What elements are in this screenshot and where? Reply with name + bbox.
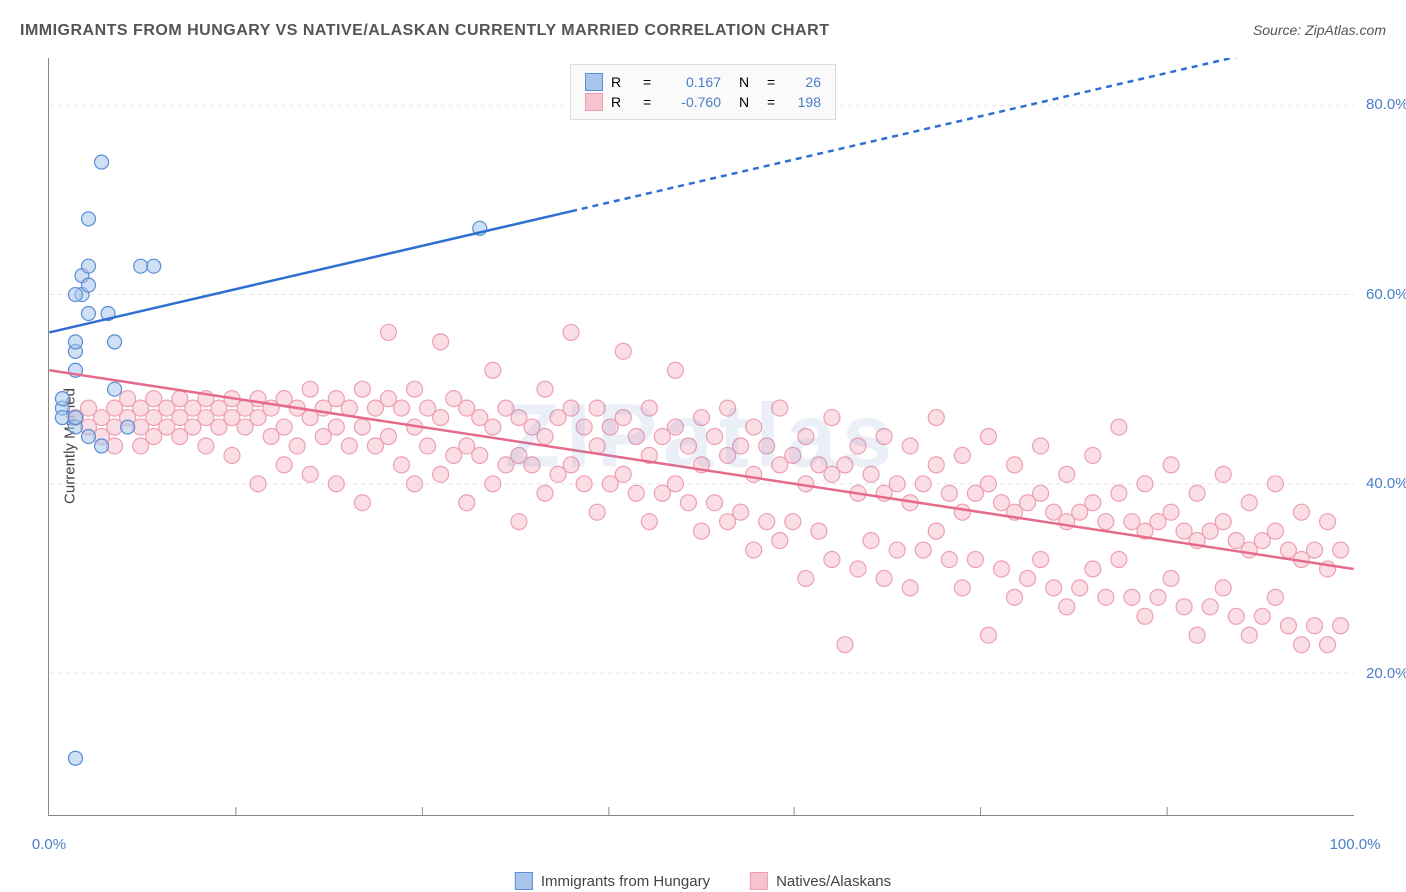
r-value: 0.167	[663, 74, 721, 90]
n-value: 198	[787, 94, 821, 110]
chart-plot-area: ZIPatlas 20.0%40.0%60.0%80.0%0.0%100.0%	[48, 58, 1354, 816]
chart-title: IMMIGRANTS FROM HUNGARY VS NATIVE/ALASKA…	[20, 22, 829, 40]
y-tick-label: 80.0%	[1366, 96, 1406, 113]
x-tick-label: 0.0%	[32, 836, 66, 853]
legend-label: Immigrants from Hungary	[541, 873, 710, 890]
legend-row-series-2: R= -0.760 N= 198	[585, 93, 821, 111]
source-label: Source: ZipAtlas.com	[1253, 22, 1386, 38]
n-value: 26	[787, 74, 821, 90]
x-tick-label: 100.0%	[1330, 836, 1381, 853]
scatter-plot-svg	[49, 58, 1354, 815]
swatch-icon	[515, 872, 533, 890]
y-tick-label: 20.0%	[1366, 665, 1406, 682]
legend-row-series-1: R= 0.167 N= 26	[585, 73, 821, 91]
r-value: -0.760	[663, 94, 721, 110]
legend-item: Immigrants from Hungary	[515, 872, 710, 890]
series-legend: Immigrants from Hungary Natives/Alaskans	[515, 872, 891, 890]
swatch-icon	[585, 73, 603, 91]
legend-label: Natives/Alaskans	[776, 873, 891, 890]
y-tick-label: 60.0%	[1366, 286, 1406, 303]
legend-item: Natives/Alaskans	[750, 872, 891, 890]
swatch-icon	[750, 872, 768, 890]
y-tick-label: 40.0%	[1366, 475, 1406, 492]
correlation-legend: R= 0.167 N= 26 R= -0.760 N= 198	[570, 64, 836, 120]
swatch-icon	[585, 93, 603, 111]
